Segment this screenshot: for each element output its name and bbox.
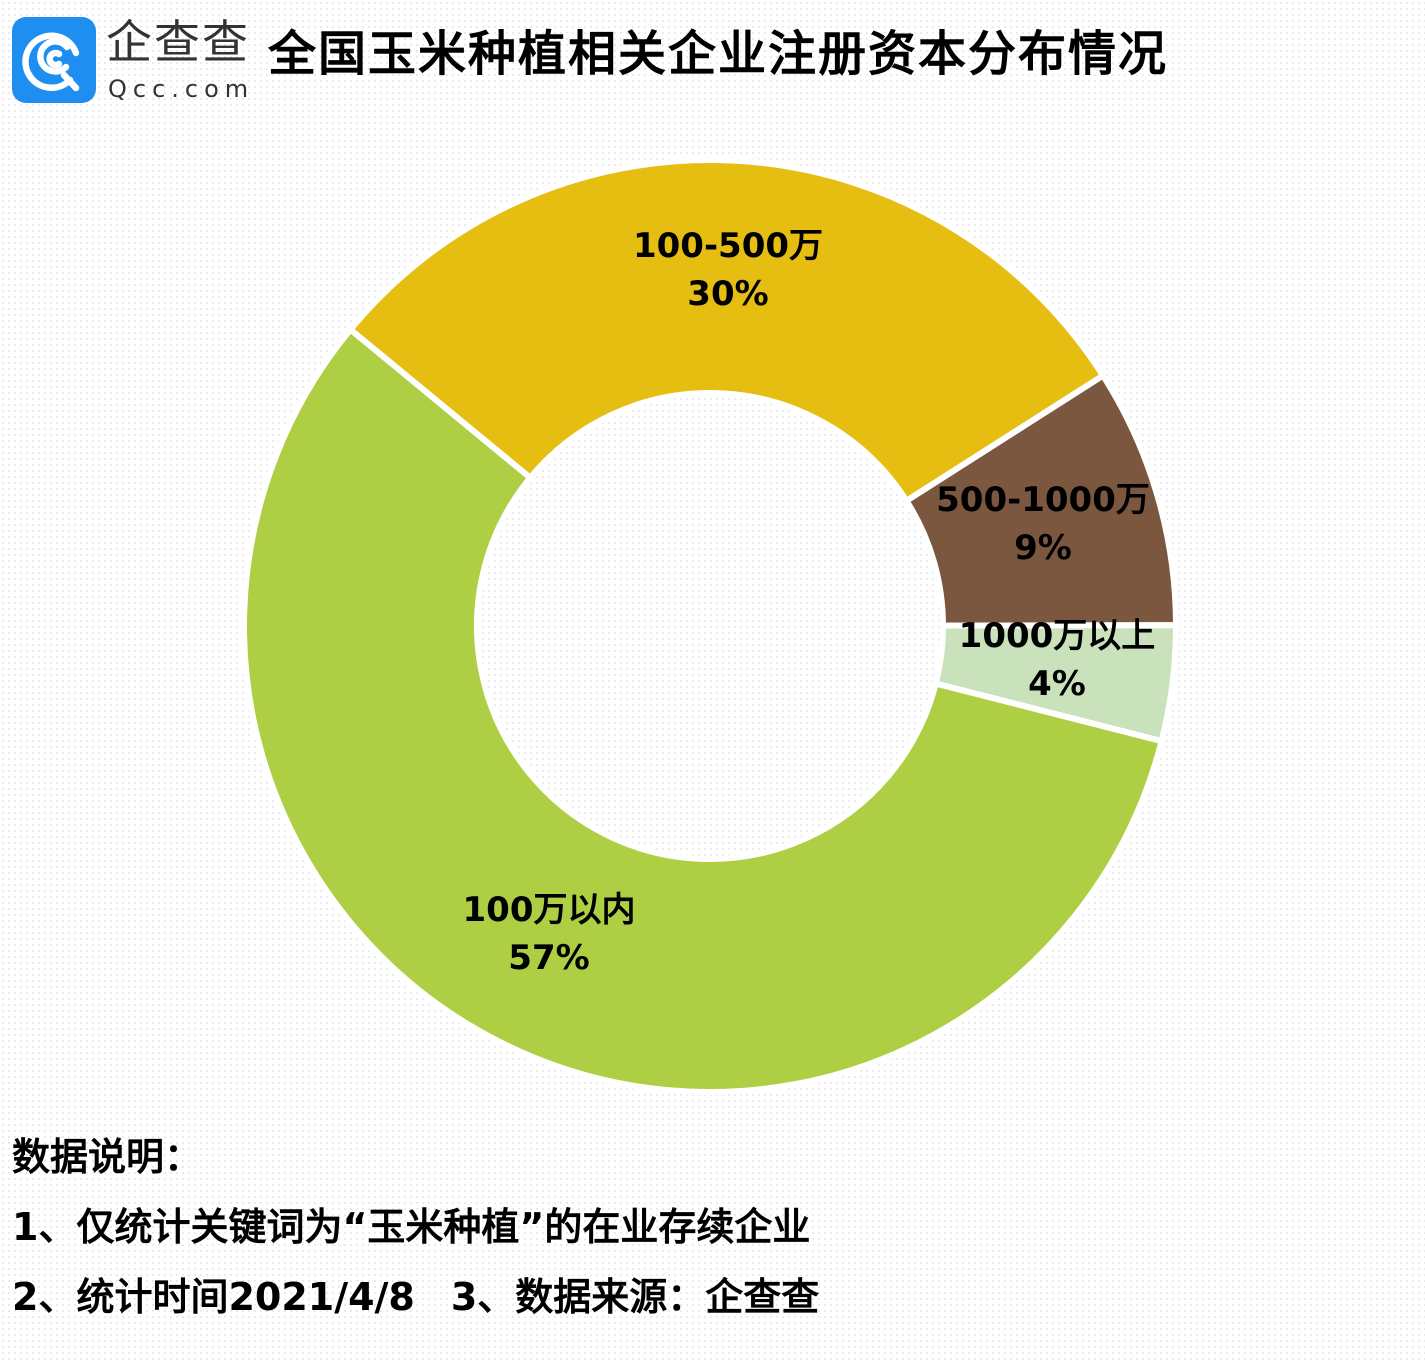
segment-100-500 <box>347 157 1107 504</box>
note-line-2: 2、统计时间2021/4/8 3、数据来源：企查查 <box>12 1262 819 1332</box>
data-notes: 数据说明： 1、仅统计关键词为“玉米种植”的在业存续企业 2、统计时间2021/… <box>12 1122 819 1332</box>
logo-name-cn: 企查查 <box>106 15 250 69</box>
qcc-logo-icon <box>12 17 96 103</box>
donut-chart-svg <box>241 157 1177 1095</box>
segment-percent: 4% <box>1028 664 1086 704</box>
note-data-source: 3、数据来源：企查查 <box>450 1275 820 1319</box>
segment-percent: 57% <box>508 938 590 978</box>
segment-name: 1000万以上 <box>958 616 1156 656</box>
segment-percent: 30% <box>687 274 769 314</box>
segment-label-1000-plus: 1000万以上 4% <box>959 612 1156 708</box>
segment-name: 100-500万 <box>632 226 824 266</box>
chart-title: 全国玉米种植相关企业注册资本分布情况 <box>268 26 1169 82</box>
segment-percent: 9% <box>1014 528 1072 568</box>
note-stat-time: 2、统计时间2021/4/8 <box>12 1275 415 1319</box>
segment-label-100-500: 100-500万 30% <box>633 222 823 318</box>
segment-name: 100万以内 <box>462 890 636 930</box>
notes-heading: 数据说明： <box>12 1135 203 1179</box>
segment-label-under-100: 100万以内 57% <box>463 886 636 982</box>
logo-name-en: Qcc.com <box>108 75 255 103</box>
note-line-1: 1、仅统计关键词为“玉米种植”的在业存续企业 <box>12 1205 811 1249</box>
segment-under-100 <box>241 326 1165 1095</box>
segment-name: 500-1000万 <box>936 480 1150 520</box>
donut-chart: 100-500万 30% 500-1000万 9% 1000万以上 4% 100… <box>241 157 1177 1095</box>
segment-label-500-1000: 500-1000万 9% <box>936 476 1150 572</box>
